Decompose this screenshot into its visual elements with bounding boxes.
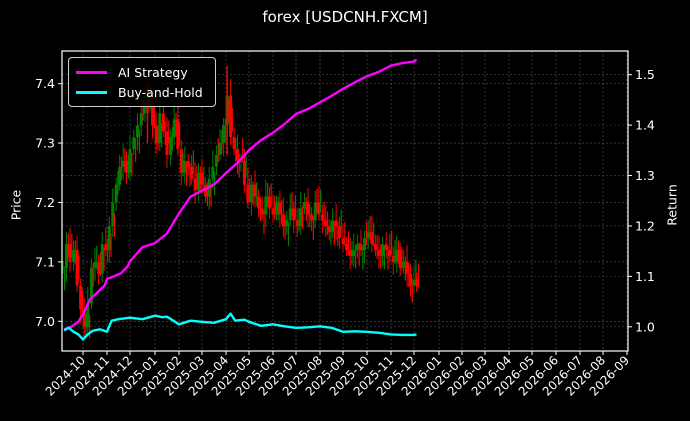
svg-text:1.0: 1.0 [635,319,655,334]
svg-text:1.5: 1.5 [635,67,655,82]
legend: AI Strategy Buy-and-Hold [68,57,216,107]
legend-swatch-ai-strategy [76,70,107,74]
svg-text:1.4: 1.4 [635,118,655,133]
legend-item-buy-and-hold: Buy-and-Hold [76,83,203,101]
svg-text:1.3: 1.3 [635,168,655,183]
svg-text:7.1: 7.1 [35,254,55,269]
legend-item-ai-strategy: AI Strategy [76,63,188,81]
svg-text:7.3: 7.3 [35,136,55,151]
left-axis-ticks: 7.0 7.1 7.2 7.3 7.4 [35,76,62,329]
return-lines [63,58,418,341]
svg-text:7.0: 7.0 [35,314,55,329]
legend-label-buy-and-hold: Buy-and-Hold [118,84,203,100]
svg-text:1.1: 1.1 [635,269,655,284]
svg-text:1.2: 1.2 [635,218,655,233]
left-axis-label: Price [8,189,24,221]
chart-title: forex [USDCNH.FXCM] [262,8,428,26]
svg-text:7.4: 7.4 [35,76,55,91]
svg-text:7.2: 7.2 [35,195,55,210]
right-axis-ticks: 1.0 1.1 1.2 1.3 1.4 1.5 [628,67,655,334]
x-axis-ticks: 2024-102024-112024-122025-012025-022025-… [43,351,632,399]
right-axis-label: Return [664,184,680,226]
plot-frame [61,50,629,352]
price-candlesticks [61,65,419,338]
legend-swatch-buy-and-hold [76,90,107,94]
legend-label-ai-strategy: AI Strategy [118,64,188,80]
